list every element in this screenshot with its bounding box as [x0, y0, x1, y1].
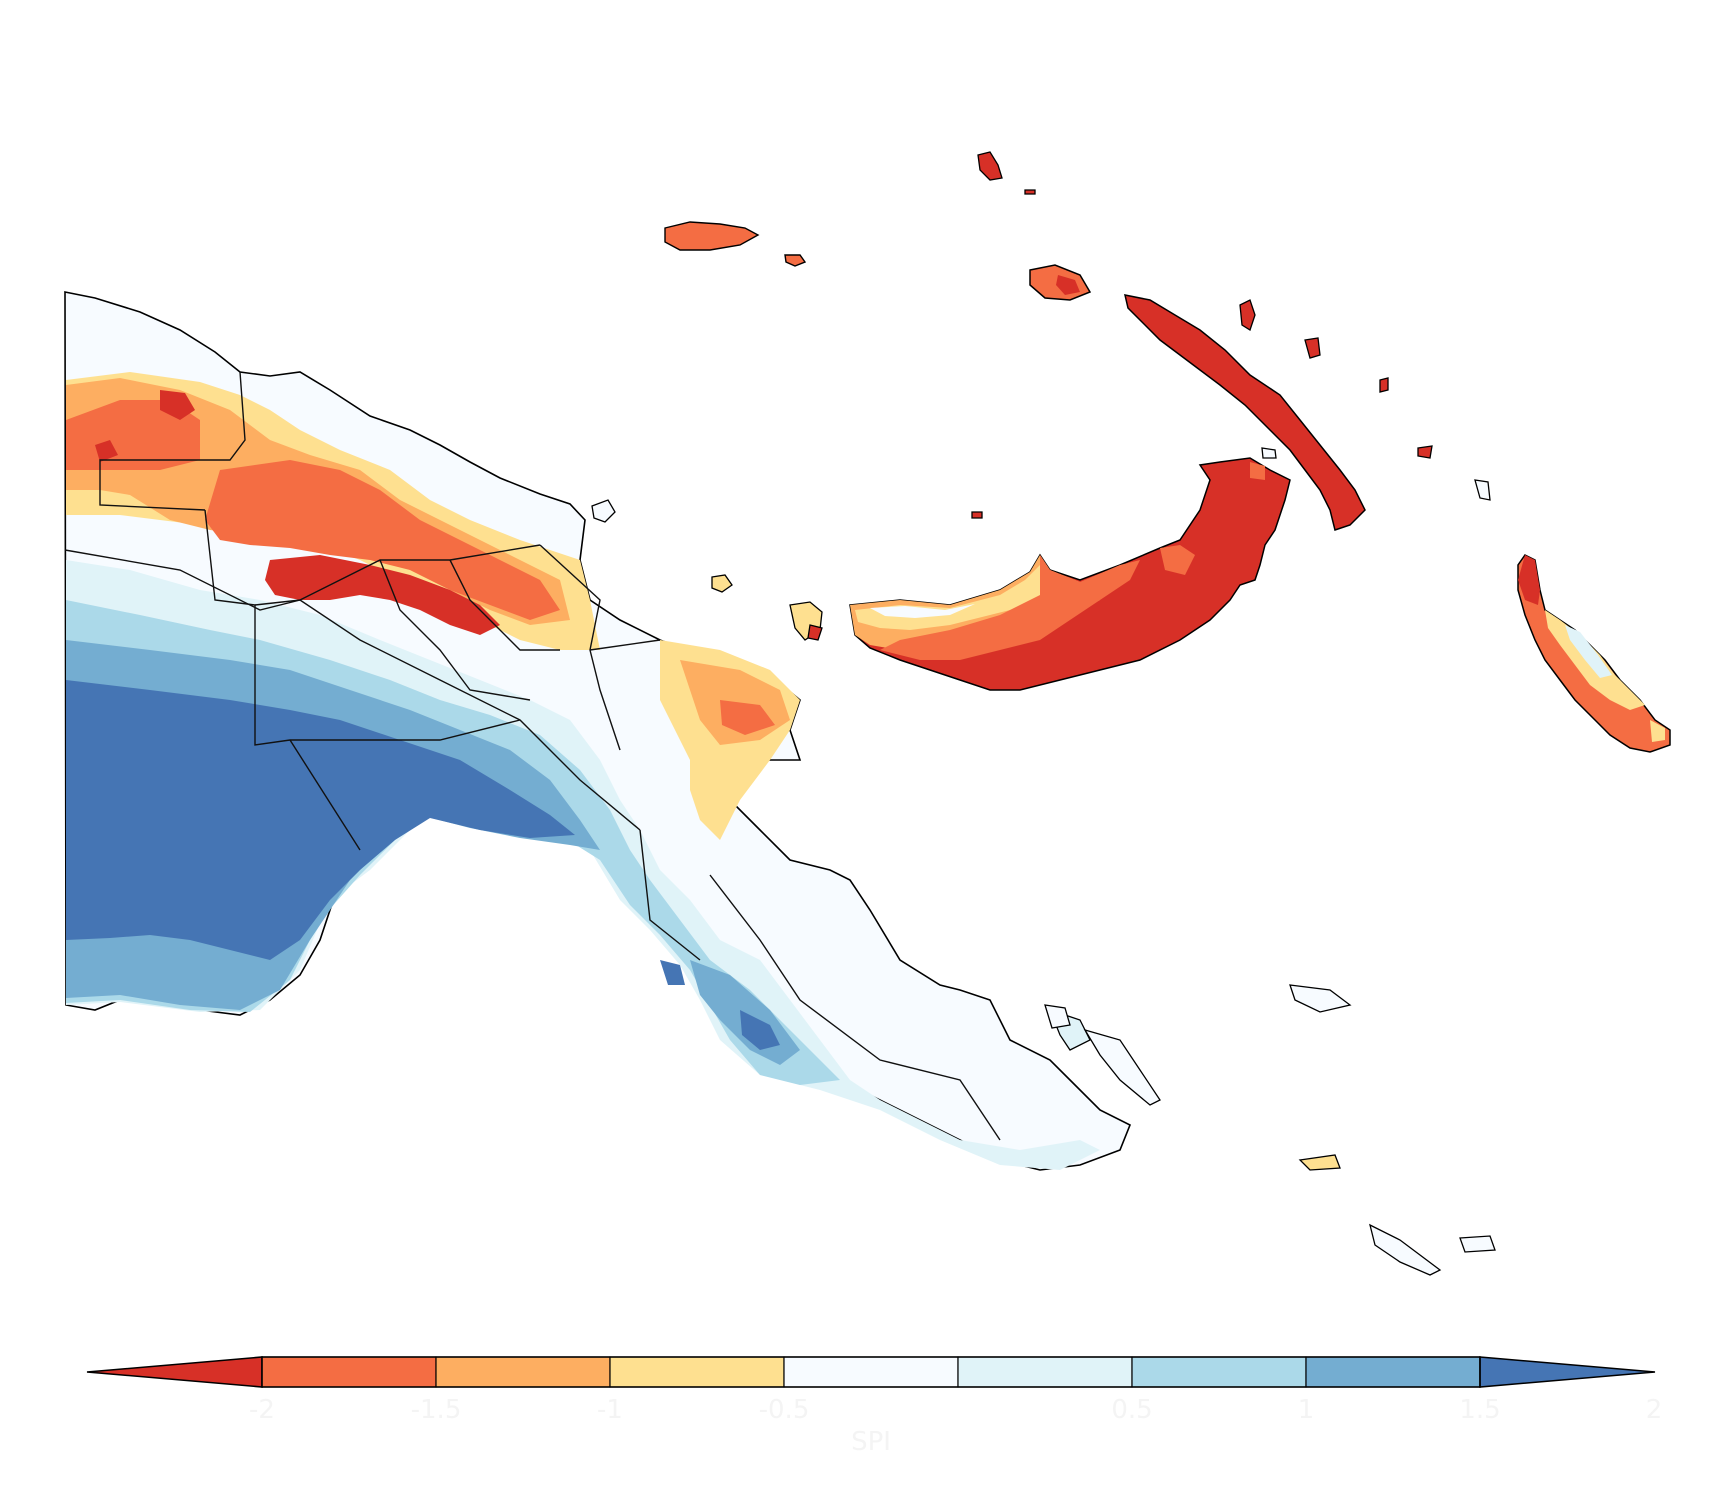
- new-britain-west-normal: [870, 604, 975, 618]
- colorbar-bin: [609, 1356, 785, 1388]
- dry-zone-red: [95, 390, 500, 635]
- island-lihir: [1239, 299, 1256, 331]
- island-emirau: [1024, 189, 1036, 195]
- dry-zone-madang-red: [720, 700, 775, 735]
- island-long: [711, 574, 733, 593]
- bougainville-red-north: [1518, 555, 1540, 605]
- island-siassi: [1261, 447, 1277, 459]
- new-britain-gazelle-orange: [1250, 462, 1265, 480]
- manus-main: [664, 221, 760, 251]
- dry-zone-redorange: [66, 400, 560, 620]
- new-britain-mid-redorange: [880, 545, 1195, 660]
- southeast-islands: [1044, 984, 1496, 1276]
- colorbar-outline: [261, 1356, 1481, 1388]
- island-woodlark: [1298, 1154, 1341, 1171]
- manus-east: [784, 254, 807, 267]
- island-trobriand: [1289, 984, 1352, 1013]
- colorbar-bin: [1305, 1356, 1481, 1388]
- new-ireland-base: [1124, 294, 1366, 531]
- island-sudest: [1369, 1223, 1442, 1276]
- colorbar-bins: [261, 1356, 1481, 1388]
- island-karkar-red: [807, 624, 823, 641]
- colorbar-bin: [435, 1356, 611, 1388]
- colorbar-extend-low: [86, 1356, 263, 1388]
- colorbar-bin: [783, 1356, 959, 1388]
- new-hanover-red: [1056, 275, 1080, 295]
- wet-zone-extreme: [66, 680, 780, 1050]
- colorbar: -2 -1.5 -1 -0.5 0.5 1 1.5 2 SPI: [86, 1356, 1662, 1457]
- colorbar-tick-labels: -2 -1.5 -1 -0.5 0.5 1 1.5 2: [249, 1395, 1662, 1425]
- island-tabar: [1304, 337, 1321, 359]
- colorbar-bin: [261, 1356, 437, 1388]
- colorbar-tick-label: 0.5: [1111, 1395, 1152, 1425]
- colorbar-tick-label: 1: [1298, 1395, 1315, 1425]
- colorbar-bin: [1131, 1356, 1307, 1388]
- island-mussau: [977, 151, 1003, 181]
- new-britain: [849, 457, 1291, 691]
- colorbar-tick-label: 1.5: [1459, 1395, 1500, 1425]
- bougainville-normal: [1565, 625, 1612, 678]
- new-ireland: [1029, 264, 1366, 531]
- island-feni: [1417, 445, 1433, 459]
- manus-island: [664, 221, 807, 267]
- colorbar-tick-label: -2: [249, 1395, 275, 1425]
- province-borders: [64, 371, 1001, 1141]
- colorbar-tick-label: -0.5: [759, 1395, 810, 1425]
- island-wuvulu: [591, 499, 616, 523]
- island-tanga: [1379, 377, 1389, 393]
- island-umboi: [971, 511, 983, 519]
- colorbar-title: SPI: [851, 1427, 891, 1457]
- colorbar-tick-label: -1.5: [411, 1395, 462, 1425]
- bougainville: [1517, 554, 1671, 753]
- island-duke: [1474, 479, 1491, 501]
- island-fergusson: [1083, 1028, 1161, 1106]
- island-goodenough: [1044, 1004, 1071, 1029]
- mainland: [64, 291, 1132, 1171]
- colorbar-tick-label: -1: [597, 1395, 623, 1425]
- colorbar-extend-high: [1479, 1356, 1656, 1388]
- colorbar-bin: [957, 1356, 1133, 1388]
- island-rossel: [1459, 1235, 1496, 1253]
- colorbar-tick-label: 2: [1646, 1395, 1663, 1425]
- small-islands: [591, 151, 1491, 641]
